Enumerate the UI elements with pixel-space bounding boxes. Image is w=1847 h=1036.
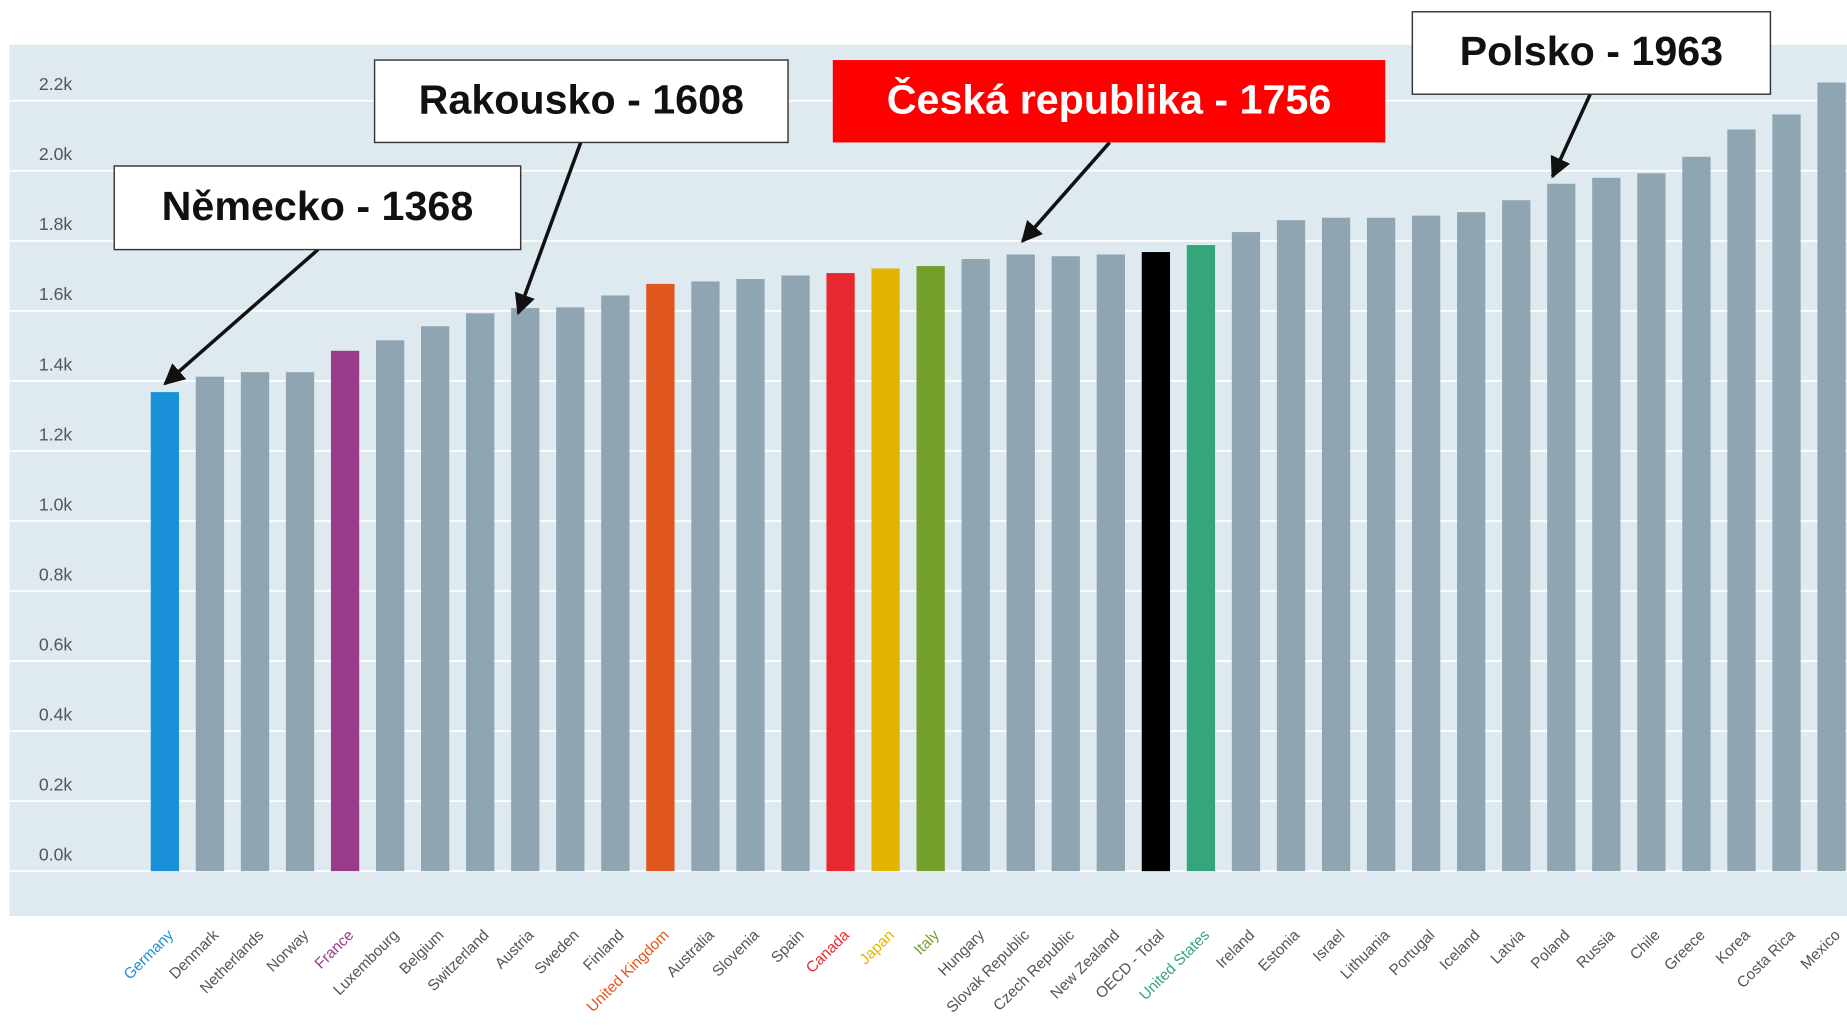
bar — [285, 372, 315, 872]
bar — [1321, 217, 1351, 872]
x-tick-label: Portugal — [1386, 927, 1438, 979]
x-tick-label: Iceland — [1437, 927, 1484, 974]
annotation-box — [373, 59, 789, 144]
y-tick-label: 2.2k — [39, 74, 73, 94]
bar — [1547, 183, 1576, 872]
y-tick-label: 0.6k — [39, 634, 73, 654]
bar — [466, 313, 495, 872]
bar — [1366, 217, 1396, 872]
bar — [781, 275, 810, 872]
bar — [1637, 173, 1666, 872]
y-tick-label: 0.8k — [39, 564, 73, 584]
y-tick-label: 2.0k — [39, 144, 73, 164]
y-tick-label: 0.2k — [39, 775, 73, 795]
bar — [826, 273, 855, 872]
bar — [1772, 114, 1801, 872]
bar — [1412, 215, 1441, 872]
bar — [601, 295, 630, 872]
x-tick-label: Italy — [911, 926, 943, 958]
bar — [1141, 252, 1171, 872]
x-tick-label: Czech Republic — [990, 927, 1078, 1015]
y-tick-label: 1.0k — [39, 494, 73, 514]
y-tick-label: 0.0k — [39, 845, 73, 865]
x-tick-label: Japan — [856, 927, 898, 968]
bar — [556, 307, 585, 872]
bar — [1231, 232, 1261, 872]
annotation-box — [113, 165, 522, 251]
x-tick-label: Ireland — [1213, 927, 1258, 972]
bar — [916, 266, 945, 872]
bar — [330, 350, 360, 872]
x-tick-label: Slovenia — [709, 926, 763, 980]
annotation-arrow — [514, 141, 583, 316]
y-tick-label: 0.4k — [39, 704, 73, 724]
x-tick-label: Russia — [1573, 926, 1618, 971]
x-tick-label: Latvia — [1488, 926, 1529, 967]
annotation-box — [1411, 11, 1772, 95]
bar — [1457, 212, 1486, 872]
bar — [1186, 245, 1216, 872]
x-tick-label: Australia — [664, 926, 718, 980]
x-tick-label: Norway — [264, 926, 313, 975]
bar — [1592, 177, 1621, 872]
x-tick-label: Poland — [1528, 927, 1574, 973]
bar — [511, 308, 540, 872]
x-tick-label: Chile — [1627, 927, 1664, 964]
annotation-text: Rakousko - 1608 — [419, 76, 744, 122]
bar — [691, 281, 720, 872]
annotation-arrow — [163, 248, 320, 386]
annotation-text: Polsko - 1963 — [1460, 28, 1723, 74]
x-tick-label: Lithuania — [1337, 926, 1393, 982]
x-tick-label: Mexico — [1798, 927, 1844, 973]
bar — [1096, 254, 1125, 872]
annotation-arrow — [1021, 141, 1111, 243]
annotation-box — [832, 60, 1386, 143]
x-tick-label: Korea — [1713, 926, 1754, 967]
x-tick-label: Greece — [1661, 927, 1709, 974]
bar — [871, 268, 900, 872]
bar — [736, 279, 765, 872]
annotation-text: Česká republika - 1756 — [887, 76, 1331, 122]
bar — [646, 283, 675, 872]
bar — [961, 259, 990, 872]
bar — [1051, 256, 1080, 872]
bar — [150, 392, 180, 872]
bar — [1006, 254, 1035, 872]
bar — [1727, 129, 1756, 872]
annotation-arrow — [1550, 93, 1592, 179]
bar — [375, 340, 405, 872]
bar — [421, 326, 450, 872]
y-tick-label: 1.2k — [39, 424, 73, 444]
y-tick-label: 1.6k — [39, 284, 73, 304]
bar — [240, 372, 270, 872]
x-tick-label: Spain — [768, 927, 808, 967]
bar — [1502, 200, 1531, 872]
x-tick-label: Israel — [1310, 927, 1348, 965]
x-tick-label: Sweden — [531, 927, 582, 978]
annotation-text: Německo - 1368 — [162, 183, 474, 229]
y-tick-label: 1.8k — [39, 214, 73, 234]
x-tick-label: United Kingdom — [584, 927, 673, 1016]
x-tick-label: Canada — [803, 926, 853, 976]
x-tick-label: Estonia — [1255, 926, 1303, 974]
bar — [1682, 156, 1711, 872]
bar — [195, 376, 225, 872]
bar — [1276, 220, 1306, 872]
y-tick-label: 1.4k — [39, 354, 73, 374]
bar — [1817, 82, 1846, 872]
